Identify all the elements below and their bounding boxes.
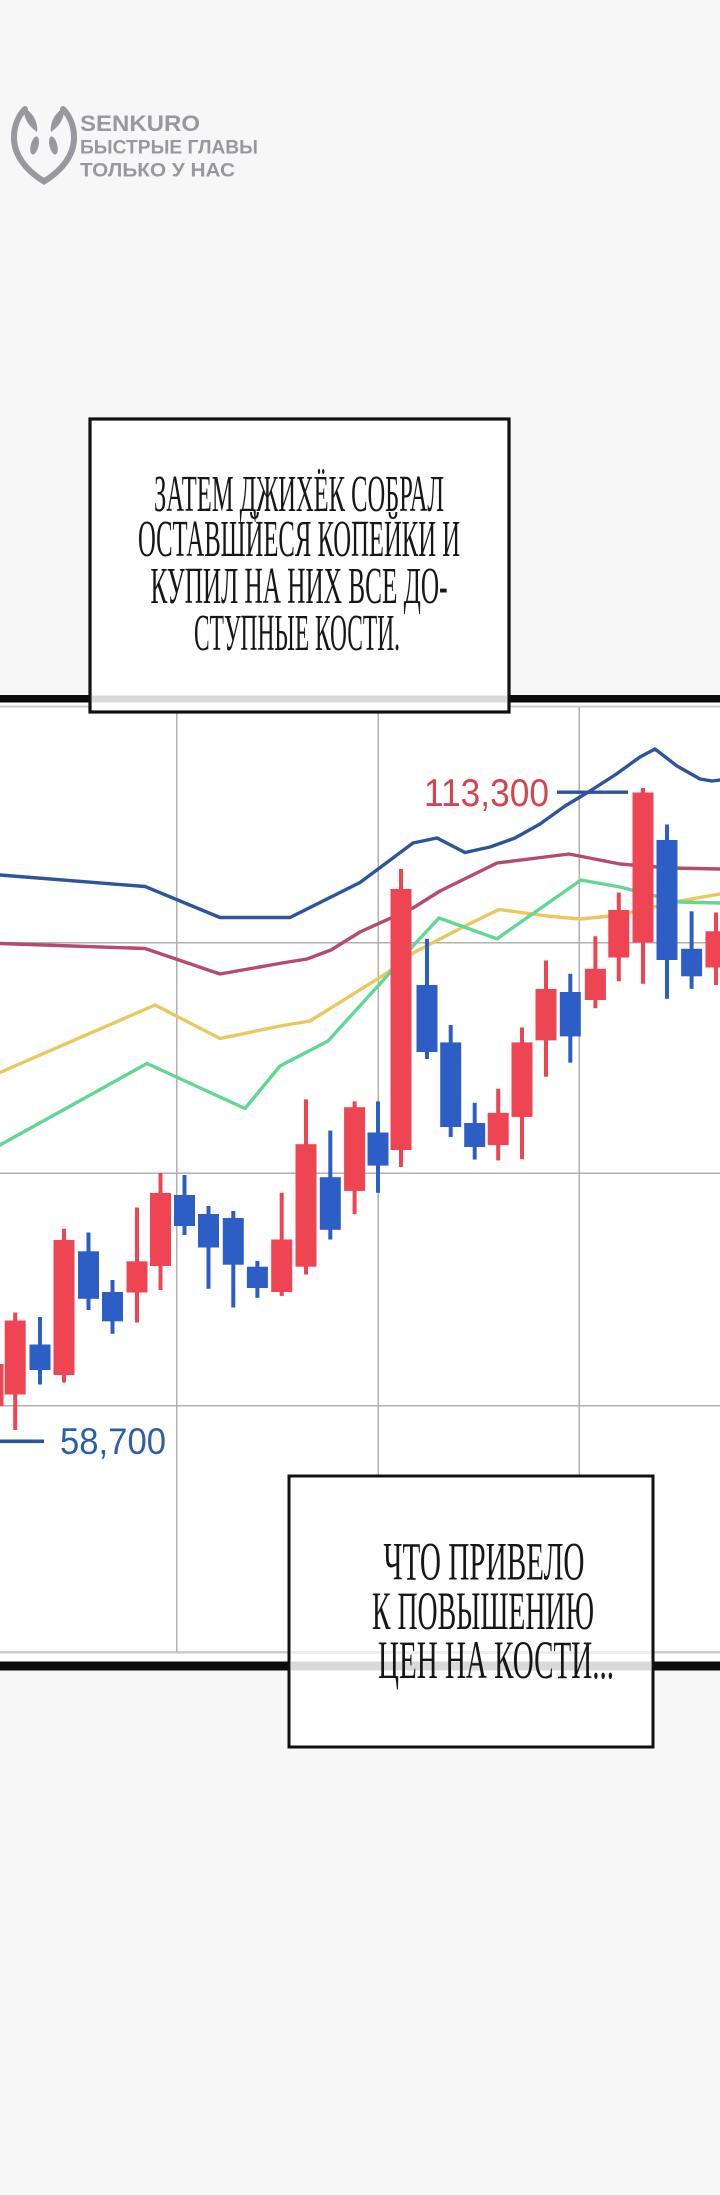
svg-text:ЧТО ПРИВЕЛО: ЧТО ПРИВЕЛО [384,1532,585,1592]
svg-text:ОСТАВШЙЕСЯ КОПЕЙКИ И: ОСТАВШЙЕСЯ КОПЕЙКИ И [138,511,460,568]
svg-text:СТУПНЫЕ КОСТИ.: СТУПНЫЕ КОСТИ. [194,605,400,662]
svg-text:ЗАТЕМ ДЖИХЁК СОБРАЛ: ЗАТЕМ ДЖИХЁК СОБРАЛ [154,466,444,523]
svg-text:113,300: 113,300 [424,772,549,815]
svg-text:КУПИЛ НА НИХ ВСЕ ДО-: КУПИЛ НА НИХ ВСЕ ДО- [151,558,448,615]
svg-text:ТОЛЬКО У НАС: ТОЛЬКО У НАС [80,161,235,182]
svg-text:ЦЕН НА КОСТИ...: ЦЕН НА КОСТИ... [378,1630,614,1690]
svg-text:58,700: 58,700 [60,1421,166,1462]
svg-text:БЫСТРЫЕ ГЛАВЫ: БЫСТРЫЕ ГЛАВЫ [80,138,258,159]
svg-text:К ПОВЫШЕНИЮ: К ПОВЫШЕНИЮ [372,1581,594,1641]
svg-text:SENKURO: SENKURO [80,111,200,136]
